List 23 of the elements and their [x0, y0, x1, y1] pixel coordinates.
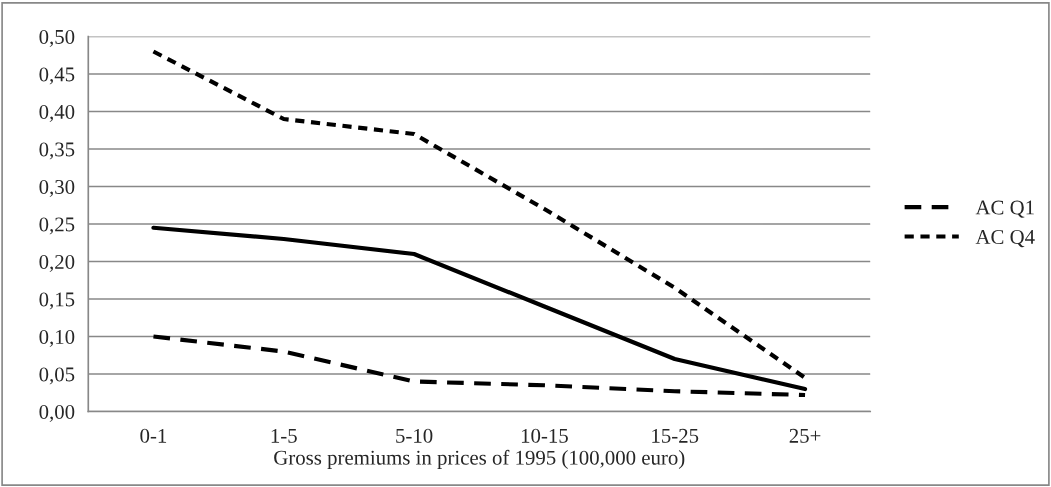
line-series	[151, 225, 808, 392]
y-tick-label: 0,15	[39, 292, 75, 310]
x-tick-label: 25+	[789, 428, 821, 443]
y-tick-label: 0,10	[39, 329, 75, 347]
x-tick-label: 10-15	[521, 428, 568, 443]
x-tick-label: 1-5	[271, 428, 297, 443]
y-tick-label: 0,40	[39, 104, 75, 122]
x-axis-title: Gross premiums in prices of 1995 (100,000 euro)	[274, 449, 685, 469]
y-tick-label: 0,50	[39, 29, 75, 47]
x-tick-label: 5-10	[396, 428, 433, 443]
y-tick-label: 0,00	[39, 404, 75, 422]
y-tick-label: 0,30	[39, 179, 75, 197]
y-tick-label: 0,25	[39, 217, 75, 235]
line-series	[151, 49, 808, 380]
x-tick-label: 15-25	[652, 428, 699, 443]
legend-label: AC Q4	[975, 230, 1035, 248]
x-tick-label: 0-1	[140, 428, 167, 443]
y-tick-label: 0,45	[39, 67, 75, 85]
line-series	[151, 334, 808, 398]
y-tick-label: 0,20	[39, 254, 75, 272]
legend-label: AC Q1	[975, 200, 1034, 218]
y-tick-label: 0,35	[39, 142, 75, 160]
y-tick-label: 0,05	[39, 367, 75, 385]
